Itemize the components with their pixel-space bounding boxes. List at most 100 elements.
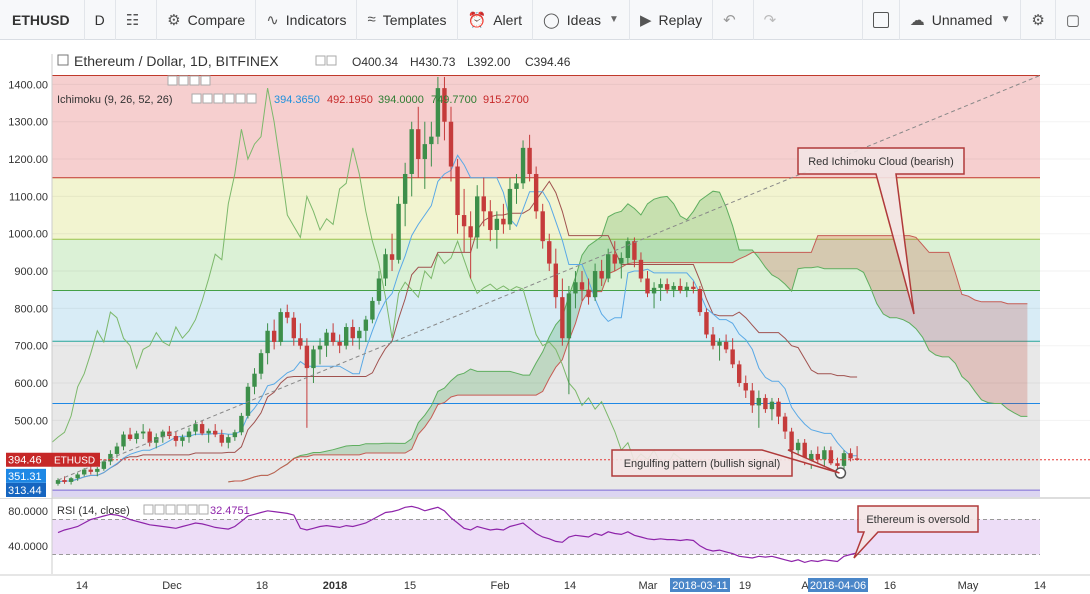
price-chart[interactable]: 1400.00 1300.00 1200.00 1100.00 1000.00 900.0… — [0, 40, 1090, 594]
candle[interactable] — [691, 281, 696, 294]
fullscreen-button[interactable] — [861, 0, 899, 40]
candle[interactable] — [363, 315, 369, 342]
ichimoku-legend-button[interactable] — [202, 93, 213, 104]
candle[interactable] — [389, 233, 395, 272]
candle[interactable] — [599, 259, 604, 286]
templates-button[interactable]: ≈ Templates — [357, 0, 458, 40]
candle[interactable] — [429, 121, 434, 167]
undo-button[interactable]: ↶ — [713, 0, 754, 40]
hidden-indicator-button[interactable] — [167, 75, 178, 86]
candle[interactable] — [147, 428, 152, 447]
candle[interactable] — [206, 428, 211, 443]
oversold-callout-box[interactable] — [853, 505, 979, 559]
candle[interactable] — [822, 446, 827, 469]
candle[interactable] — [383, 248, 388, 286]
candle[interactable] — [606, 248, 611, 283]
cloud-callout-box[interactable] — [797, 147, 965, 315]
candlestick-series[interactable] — [55, 76, 860, 486]
candle[interactable] — [723, 334, 729, 354]
candle[interactable] — [376, 271, 382, 305]
hidden-indicator-button[interactable] — [200, 75, 211, 86]
candle[interactable] — [442, 76, 447, 141]
candle[interactable] — [619, 252, 624, 279]
candle[interactable] — [533, 166, 539, 219]
rsi-legend-button[interactable] — [165, 504, 176, 515]
candle[interactable] — [213, 424, 218, 438]
candle[interactable] — [186, 427, 192, 443]
candle[interactable] — [55, 478, 61, 486]
ichimoku-legend-button[interactable] — [191, 93, 202, 104]
candle[interactable] — [743, 375, 748, 398]
candle[interactable] — [199, 420, 205, 436]
candle[interactable] — [730, 338, 735, 369]
rsi-legend-button[interactable] — [143, 504, 154, 515]
candle[interactable] — [324, 328, 329, 357]
candle[interactable] — [350, 319, 355, 346]
candle[interactable] — [750, 383, 755, 413]
replay-button[interactable]: ▶ Replay — [630, 0, 714, 40]
engulfing-callout-box[interactable] — [611, 449, 840, 477]
candle[interactable] — [317, 338, 323, 365]
layout-button[interactable]: ☁ Unnamed ▼ — [898, 0, 1021, 40]
candle[interactable] — [710, 327, 716, 350]
candle[interactable] — [291, 312, 296, 346]
candle[interactable] — [697, 285, 703, 316]
hidden-indicator-button[interactable] — [178, 75, 189, 86]
ideas-button[interactable]: ◯ Ideas ▼ — [533, 0, 630, 40]
candle[interactable] — [134, 430, 139, 444]
candle[interactable] — [75, 472, 80, 481]
candle[interactable] — [114, 442, 120, 458]
collapse-legend-button[interactable] — [57, 54, 69, 66]
candle[interactable] — [140, 424, 146, 440]
ichimoku-legend-button[interactable] — [224, 93, 235, 104]
candle[interactable] — [776, 397, 781, 425]
candle[interactable] — [737, 360, 742, 387]
candle[interactable] — [461, 188, 467, 253]
candle[interactable] — [645, 271, 650, 298]
candle[interactable] — [704, 308, 709, 339]
candle[interactable] — [763, 394, 768, 413]
candle[interactable] — [488, 200, 493, 242]
candle[interactable] — [769, 397, 775, 421]
candle[interactable] — [678, 278, 683, 294]
ichimoku-legend-button[interactable] — [246, 93, 257, 104]
candle[interactable] — [330, 323, 336, 346]
candle[interactable] — [756, 390, 762, 428]
candle[interactable] — [658, 278, 663, 301]
settings-button[interactable]: ⚙ — [1020, 0, 1054, 40]
alert-button[interactable]: ⏰ Alert — [458, 0, 533, 40]
rsi-legend-button[interactable] — [154, 504, 165, 515]
candle[interactable] — [586, 278, 591, 305]
candle[interactable] — [357, 327, 362, 350]
candle[interactable] — [560, 278, 565, 346]
rsi-legend-button[interactable] — [198, 504, 209, 515]
candle[interactable] — [475, 185, 480, 249]
candle[interactable] — [717, 338, 722, 361]
candle[interactable] — [226, 434, 231, 449]
candle[interactable] — [252, 368, 257, 395]
candle[interactable] — [828, 446, 834, 466]
candle[interactable] — [160, 429, 165, 443]
candle[interactable] — [396, 196, 401, 264]
candle[interactable] — [409, 121, 414, 197]
candle[interactable] — [782, 412, 788, 440]
symbol-search-button[interactable]: ETHUSD — [0, 0, 85, 40]
legend-series-button[interactable] — [315, 55, 326, 66]
candle[interactable] — [684, 282, 689, 298]
candle[interactable] — [638, 252, 644, 283]
hidden-indicator-button[interactable] — [189, 75, 200, 86]
candle[interactable] — [265, 323, 270, 365]
candle[interactable] — [435, 76, 441, 145]
candle[interactable] — [507, 177, 513, 230]
candle[interactable] — [527, 134, 532, 182]
candle[interactable] — [245, 383, 251, 419]
panel-toggle-button[interactable]: ▢ — [1054, 0, 1090, 40]
legend-series-button[interactable] — [326, 55, 337, 66]
candle[interactable] — [671, 282, 676, 298]
compare-button[interactable]: ⚙ Compare — [157, 0, 257, 40]
rsi-legend-button[interactable] — [176, 504, 187, 515]
candle[interactable] — [422, 121, 427, 189]
candle[interactable] — [612, 241, 617, 272]
candle[interactable] — [278, 308, 283, 346]
ichimoku-legend-button[interactable] — [235, 93, 246, 104]
